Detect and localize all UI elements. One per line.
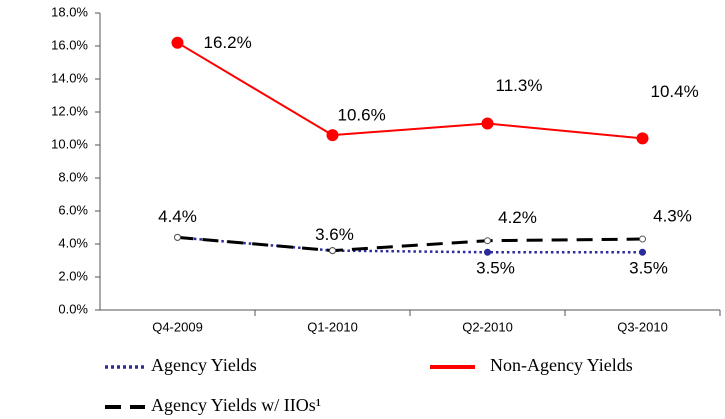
data-label: 4.3%: [653, 207, 692, 226]
y-tick-label: 16.0%: [51, 37, 88, 52]
data-label: 3.6%: [315, 225, 354, 244]
data-label: 11.3%: [496, 76, 543, 95]
y-tick-label: 0.0%: [58, 301, 88, 316]
y-tick-label: 4.0%: [58, 235, 88, 250]
marker: [326, 129, 339, 142]
marker: [174, 233, 181, 241]
marker: [484, 237, 491, 245]
y-tick-label: 8.0%: [58, 169, 88, 184]
series-line: [177, 235, 643, 253]
x-tick-label: Q4-2009: [152, 319, 203, 334]
data-label: 4.4%: [158, 207, 197, 226]
data-label: 3.5%: [476, 259, 515, 278]
y-tick-label: 12.0%: [51, 103, 88, 118]
x-tick-label: Q1-2010: [307, 319, 358, 334]
data-label: 16.2%: [204, 33, 252, 52]
marker: [639, 248, 646, 256]
marker: [329, 247, 336, 255]
marker: [481, 117, 494, 130]
legend-label: Agency Yields w/ IIOs¹: [151, 395, 321, 415]
x-tick-label: Q3-2010: [617, 319, 668, 334]
data-label: 3.5%: [629, 259, 668, 278]
data-label: 10.6%: [338, 106, 386, 125]
y-tick-label: 14.0%: [51, 70, 88, 85]
y-tick-label: 6.0%: [58, 202, 88, 217]
marker: [171, 36, 184, 49]
data-label: 4.2%: [498, 208, 537, 227]
y-tick-label: 10.0%: [51, 136, 88, 151]
legend-label: Non-Agency Yields: [490, 355, 633, 375]
marker: [636, 132, 649, 145]
marker: [639, 235, 646, 243]
y-tick-label: 18.0%: [51, 4, 88, 19]
legend-label: Agency Yields: [151, 355, 257, 375]
series-line: [176, 41, 643, 140]
data-label: 10.4%: [651, 82, 699, 101]
marker: [484, 248, 491, 256]
x-tick-label: Q2-2010: [462, 319, 513, 334]
y-tick-label: 2.0%: [58, 268, 88, 283]
